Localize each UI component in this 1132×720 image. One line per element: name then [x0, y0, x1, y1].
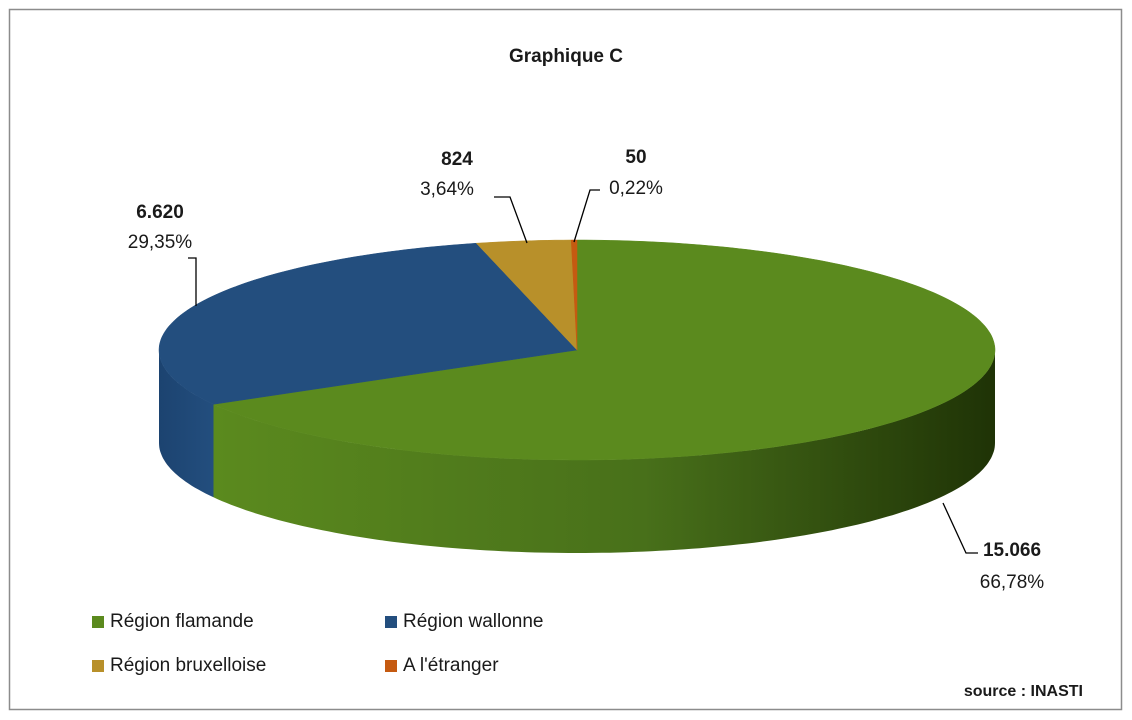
slice-side [213, 350, 995, 553]
leader-line [494, 196, 528, 244]
source: source : INASTI [964, 683, 1083, 700]
legend-label: A l'étranger [403, 655, 499, 676]
legend-swatch [385, 660, 397, 672]
leader-line [573, 189, 600, 243]
legend-swatch [92, 660, 104, 672]
percent-label: 66,78% [980, 572, 1045, 593]
legend-label: Région wallonne [403, 611, 544, 632]
value-label: 15.066 [983, 540, 1041, 561]
slice [212, 239, 996, 461]
pie [158, 239, 996, 553]
percent-label: 3,64% [420, 179, 474, 200]
slice [158, 242, 578, 405]
value-label: 6.620 [136, 202, 184, 223]
legend-label: Région flamande [110, 611, 254, 632]
value-label: 50 [625, 147, 646, 168]
value-label: 824 [441, 149, 473, 170]
legend-label: Région bruxelloise [110, 655, 266, 676]
leader-line [942, 502, 978, 554]
percent-label: 0,22% [609, 178, 663, 199]
slice-side [159, 350, 214, 498]
legend-swatch [92, 616, 104, 628]
chart-title: Graphique C [509, 46, 623, 67]
percent-label: 29,35% [128, 232, 193, 253]
leader-line [188, 257, 197, 306]
legend: Région flamande Région wallonne Région bru… [92, 611, 544, 676]
legend-swatch [385, 616, 397, 628]
slice [475, 239, 578, 351]
